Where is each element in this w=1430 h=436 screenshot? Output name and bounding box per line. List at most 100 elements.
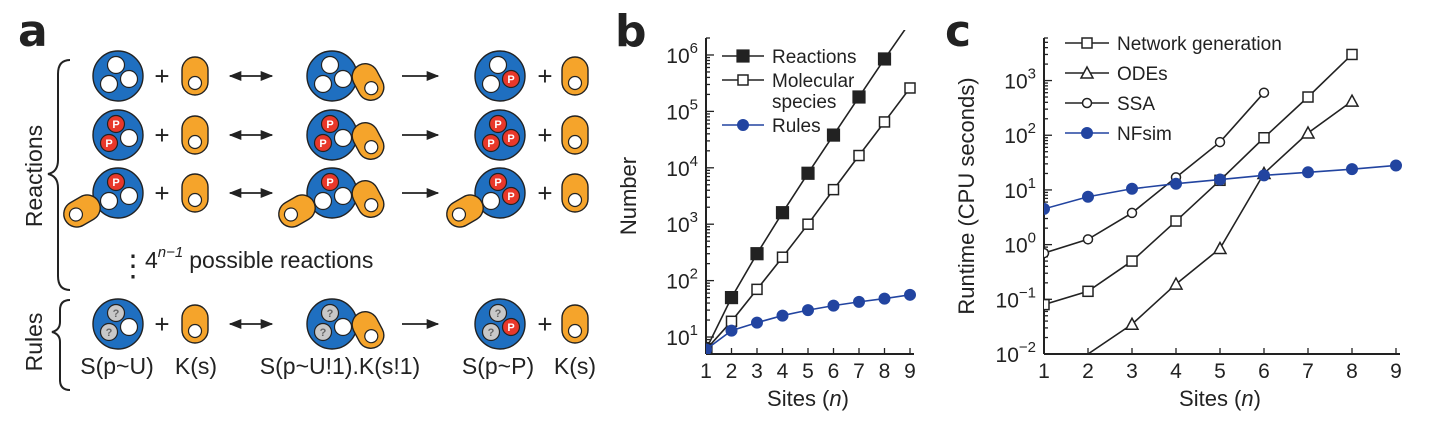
data-point [904, 288, 916, 301]
plus-sign: + [537, 120, 552, 150]
phospho-site-label: P [319, 138, 326, 150]
x-axis-label-prefix: Sites ( [767, 386, 830, 411]
data-point [1044, 298, 1050, 311]
legend-label: Rules [772, 116, 821, 137]
kinase-molecule [561, 115, 589, 155]
rule-label-2: K(s) [175, 353, 217, 379]
data-point [751, 283, 763, 296]
data-point [1044, 202, 1050, 215]
substrate-molecule [92, 50, 144, 102]
phospho-site [501, 128, 521, 148]
unknown-site-label: ? [495, 308, 502, 320]
data-point [826, 128, 841, 142]
legend-label: Reactions [772, 47, 857, 68]
phospho-site [313, 133, 333, 153]
x-tick-label: 4 [777, 360, 789, 383]
x-tick-label: 5 [1214, 360, 1226, 383]
kinase-molecule [351, 311, 385, 349]
series-network-generation [1044, 48, 1358, 311]
site [333, 317, 353, 337]
x-tick-label: 8 [879, 360, 891, 383]
y-tick-base: 10 [1004, 125, 1027, 148]
data-point [1044, 247, 1050, 259]
data-point [1082, 285, 1094, 298]
x-tick-label: 7 [853, 360, 865, 383]
data-point [1258, 87, 1270, 98]
unknown-site-label: ? [488, 327, 495, 339]
y-tick-label: 106 [666, 40, 698, 68]
phospho-site [501, 186, 521, 206]
rules-group-label: Rules [21, 313, 47, 372]
rules-brace [51, 299, 71, 391]
legend-label: SSA [1117, 94, 1155, 115]
data-point [827, 183, 840, 196]
kinase-molecule [351, 122, 385, 160]
data-point [775, 206, 790, 220]
site [99, 74, 119, 94]
kinase-site [567, 75, 583, 91]
x-tick-label: 3 [751, 360, 763, 383]
phospho-site-label: P [112, 119, 119, 131]
y-tick-base: 10 [666, 45, 689, 68]
kinase-site [364, 140, 379, 155]
x-tick-label: 6 [828, 360, 840, 383]
series-molecular-species [706, 82, 916, 354]
phospho-site [99, 133, 119, 153]
kinase-site [187, 75, 203, 91]
y-tick-exponent: 2 [1028, 120, 1036, 137]
data-point [725, 324, 738, 337]
x-tick-label: 7 [1302, 360, 1314, 383]
plus-sign: + [537, 309, 552, 339]
kinase-site [187, 134, 203, 150]
x-axis-label-variable: n [1241, 386, 1253, 411]
x-tick-label: 3 [1126, 360, 1138, 383]
kinase-molecule [181, 115, 209, 155]
data-point [1258, 131, 1270, 144]
data-point [1302, 91, 1314, 103]
phospho-site [488, 172, 508, 192]
kinase-molecule [446, 194, 484, 228]
x-tick-label: 9 [1390, 360, 1402, 383]
kinase-molecule [561, 304, 589, 344]
series-line [1044, 92, 1265, 254]
data-point [776, 251, 789, 263]
data-point [1344, 93, 1360, 107]
series-line [1086, 100, 1353, 354]
substrate-molecule: PP [306, 109, 358, 161]
unknown-site-label: ? [106, 327, 113, 339]
kinase-site [567, 134, 583, 150]
data-point [1214, 173, 1226, 186]
site [333, 69, 353, 89]
kinase-site [187, 192, 203, 208]
legend-label: Molecular [772, 71, 855, 92]
data-point [1170, 215, 1182, 227]
kinase-molecule [181, 304, 209, 344]
x-tick-label: 1 [1038, 360, 1050, 383]
y-tick-exponent: −1 [1019, 284, 1036, 301]
legend-marker [737, 74, 749, 86]
y-tick-base: 10 [666, 271, 689, 294]
site [313, 191, 333, 211]
site [119, 69, 139, 89]
data-point [1168, 276, 1184, 290]
site [119, 186, 139, 206]
kinase-site [451, 207, 467, 222]
site [119, 317, 139, 337]
series-line [1044, 164, 1397, 210]
data-point [1302, 166, 1314, 179]
site [106, 55, 126, 75]
y-tick-exponent: 3 [1028, 66, 1036, 83]
rule-label-5: K(s) [554, 353, 596, 379]
data-point [1258, 169, 1270, 182]
panel-label-a: a [18, 6, 48, 57]
x-tick-label: 2 [1082, 360, 1094, 383]
phospho-site-label: P [507, 322, 514, 334]
legend-label: ODEs [1117, 64, 1168, 85]
x-axis-label-suffix: ) [842, 386, 849, 411]
plus-sign: + [537, 178, 552, 208]
data-point [1212, 240, 1228, 255]
series-rules [706, 288, 916, 354]
